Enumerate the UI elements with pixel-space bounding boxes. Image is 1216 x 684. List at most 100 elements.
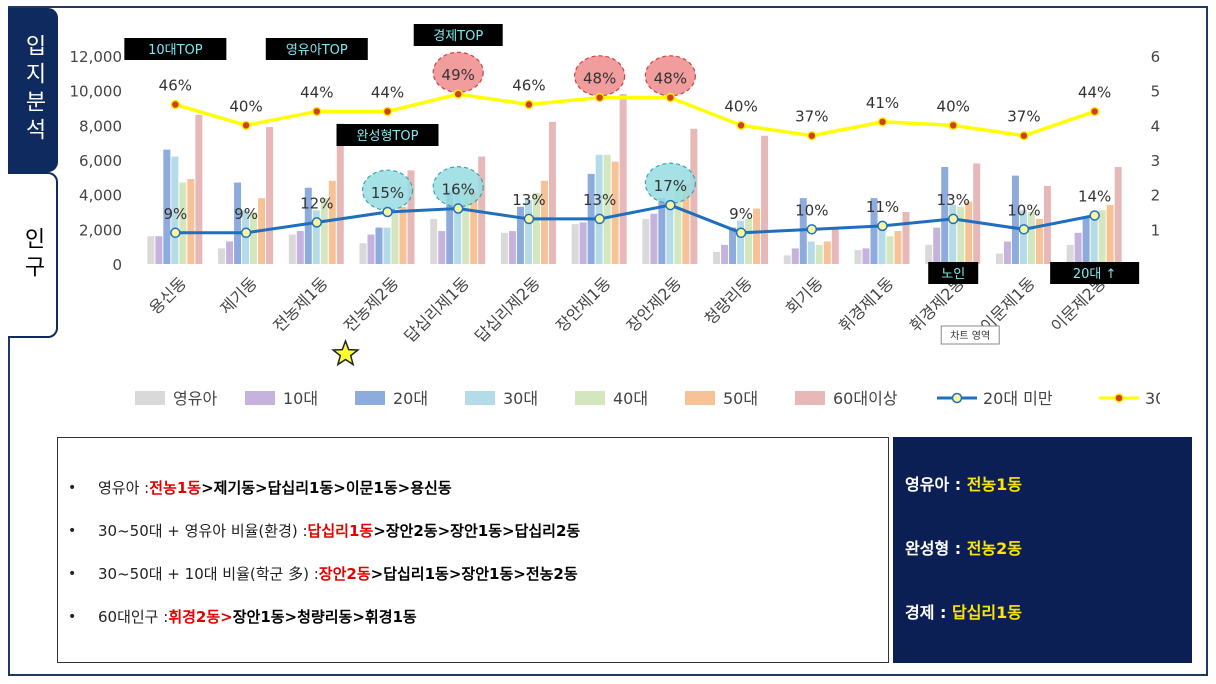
bar bbox=[815, 244, 823, 264]
bar bbox=[713, 251, 721, 264]
data-label: 49% bbox=[442, 66, 475, 84]
x-tick-label: 답십리제1동 bbox=[400, 273, 473, 346]
bar bbox=[454, 191, 462, 264]
legend-swatch bbox=[575, 391, 605, 405]
legend-label: 40대 bbox=[613, 389, 648, 408]
x-tick-label: 전농제2동 bbox=[340, 273, 402, 335]
x-tick-label: 장안제2동 bbox=[623, 273, 685, 335]
insight-list: • 영유아 : 전농1동 >제기동>답십리1동>이문1동>용신동 • 30~50… bbox=[57, 437, 889, 663]
bullet-prefix: 60대인구 : bbox=[98, 608, 169, 626]
data-label: 10% bbox=[795, 201, 828, 219]
bar bbox=[1106, 205, 1114, 264]
bullet-rest: >장안2동>장안1동>답십리2동 bbox=[373, 522, 581, 540]
series-line bbox=[175, 203, 1095, 235]
bar bbox=[1027, 212, 1035, 264]
star-icon bbox=[331, 338, 360, 367]
data-label: 46% bbox=[159, 77, 192, 95]
bar bbox=[1035, 218, 1043, 264]
data-label: 48% bbox=[583, 70, 616, 88]
data-label: 13% bbox=[937, 191, 970, 209]
data-label: 46% bbox=[512, 77, 545, 95]
x-tick-label: 휘경제1동 bbox=[835, 273, 897, 335]
chart-tooltip-label: 차트 영역 bbox=[950, 330, 990, 342]
y-left-tick-label: 12,000 bbox=[70, 48, 123, 66]
summary-label: 영유아 : bbox=[905, 475, 967, 494]
bar bbox=[1019, 210, 1027, 264]
bar bbox=[1011, 175, 1019, 264]
chart-tooltip bbox=[940, 325, 1000, 345]
bullet-highlight: 전농1동 bbox=[149, 479, 202, 497]
bar bbox=[682, 184, 690, 264]
line-point bbox=[452, 203, 464, 214]
bar bbox=[540, 180, 548, 264]
line-point bbox=[877, 220, 888, 232]
bar bbox=[571, 224, 579, 264]
tab-location-analysis[interactable]: 입지분석 bbox=[8, 8, 58, 172]
bar bbox=[753, 208, 761, 264]
data-label: 9% bbox=[163, 205, 187, 223]
bullet-highlight: 답십리1동 bbox=[307, 522, 374, 540]
line-point bbox=[806, 224, 818, 235]
bar bbox=[399, 206, 407, 264]
data-label: 12% bbox=[300, 194, 333, 212]
bar bbox=[195, 114, 203, 264]
data-label: 11% bbox=[866, 198, 899, 216]
data-label: 10% bbox=[1007, 201, 1040, 219]
data-label: 40% bbox=[937, 97, 970, 115]
line-point bbox=[1089, 210, 1100, 221]
bar bbox=[862, 248, 870, 264]
annotation-box bbox=[413, 24, 503, 46]
legend-label: 영유아 bbox=[173, 389, 217, 408]
bar bbox=[878, 229, 886, 264]
legend-label: 50대 bbox=[723, 389, 758, 408]
data-label: 37% bbox=[795, 108, 828, 126]
list-item: • 60대인구 : 휘경2동> 장안1동>청량리동>휘경1동 bbox=[68, 595, 888, 638]
bar bbox=[359, 243, 367, 264]
bar bbox=[1066, 244, 1074, 264]
legend-swatch bbox=[465, 391, 495, 405]
legend-swatch bbox=[355, 391, 385, 405]
legend-swatch bbox=[245, 391, 275, 405]
bar bbox=[642, 218, 650, 264]
series-line bbox=[174, 92, 1096, 138]
bullet-prefix: 영유아 : bbox=[98, 479, 150, 497]
y-right-tick-label: 10% bbox=[1151, 221, 1160, 239]
bar bbox=[532, 192, 540, 264]
bar bbox=[375, 227, 383, 264]
line-point bbox=[947, 213, 959, 225]
bar bbox=[650, 213, 658, 264]
y-left-tick-label: 0 bbox=[112, 256, 122, 274]
x-tick-label: 회기동 bbox=[782, 273, 827, 318]
bar bbox=[470, 191, 478, 264]
bar bbox=[234, 182, 242, 264]
bullet-dot: • bbox=[68, 565, 77, 582]
annotation-label: 10대TOP bbox=[148, 43, 203, 58]
x-tick-label: 전농제1동 bbox=[269, 273, 331, 335]
annotation-box bbox=[928, 262, 979, 284]
annotation-box bbox=[265, 38, 368, 60]
bar bbox=[179, 182, 187, 264]
list-item: • 영유아 : 전농1동 >제기동>답십리1동>이문1동>용신동 bbox=[68, 466, 888, 509]
annotation-label: 완성형TOP bbox=[357, 129, 419, 144]
data-label: 9% bbox=[234, 205, 258, 223]
bar bbox=[870, 198, 878, 264]
bullet-prefix: 30~50대 + 10대 비율(학군 多) : bbox=[98, 565, 319, 583]
legend-label: 30대 bbox=[503, 389, 538, 408]
population-chart[interactable]: 02,0004,0006,0008,00010,00012,0000%10%20… bbox=[60, 14, 1160, 424]
bar bbox=[973, 163, 981, 264]
legend-label: 60대이상 bbox=[833, 389, 898, 408]
line-point bbox=[1018, 224, 1030, 235]
bar bbox=[516, 206, 524, 264]
line-point bbox=[877, 117, 888, 127]
line-point bbox=[665, 92, 676, 103]
y-right-tick-label: 20% bbox=[1151, 187, 1160, 205]
bar bbox=[328, 180, 336, 264]
line-point bbox=[736, 120, 746, 131]
tab-population[interactable]: 인구 bbox=[8, 172, 58, 338]
bullet-dot: • bbox=[68, 608, 77, 625]
bar bbox=[783, 255, 791, 264]
bar bbox=[312, 210, 320, 264]
bullet-rest: >제기동>답십리1동>이문1동>용신동 bbox=[201, 479, 452, 497]
summary-label: 경제 : bbox=[905, 603, 952, 622]
summary-row: 영유아 : 전농1동 bbox=[905, 471, 1192, 535]
